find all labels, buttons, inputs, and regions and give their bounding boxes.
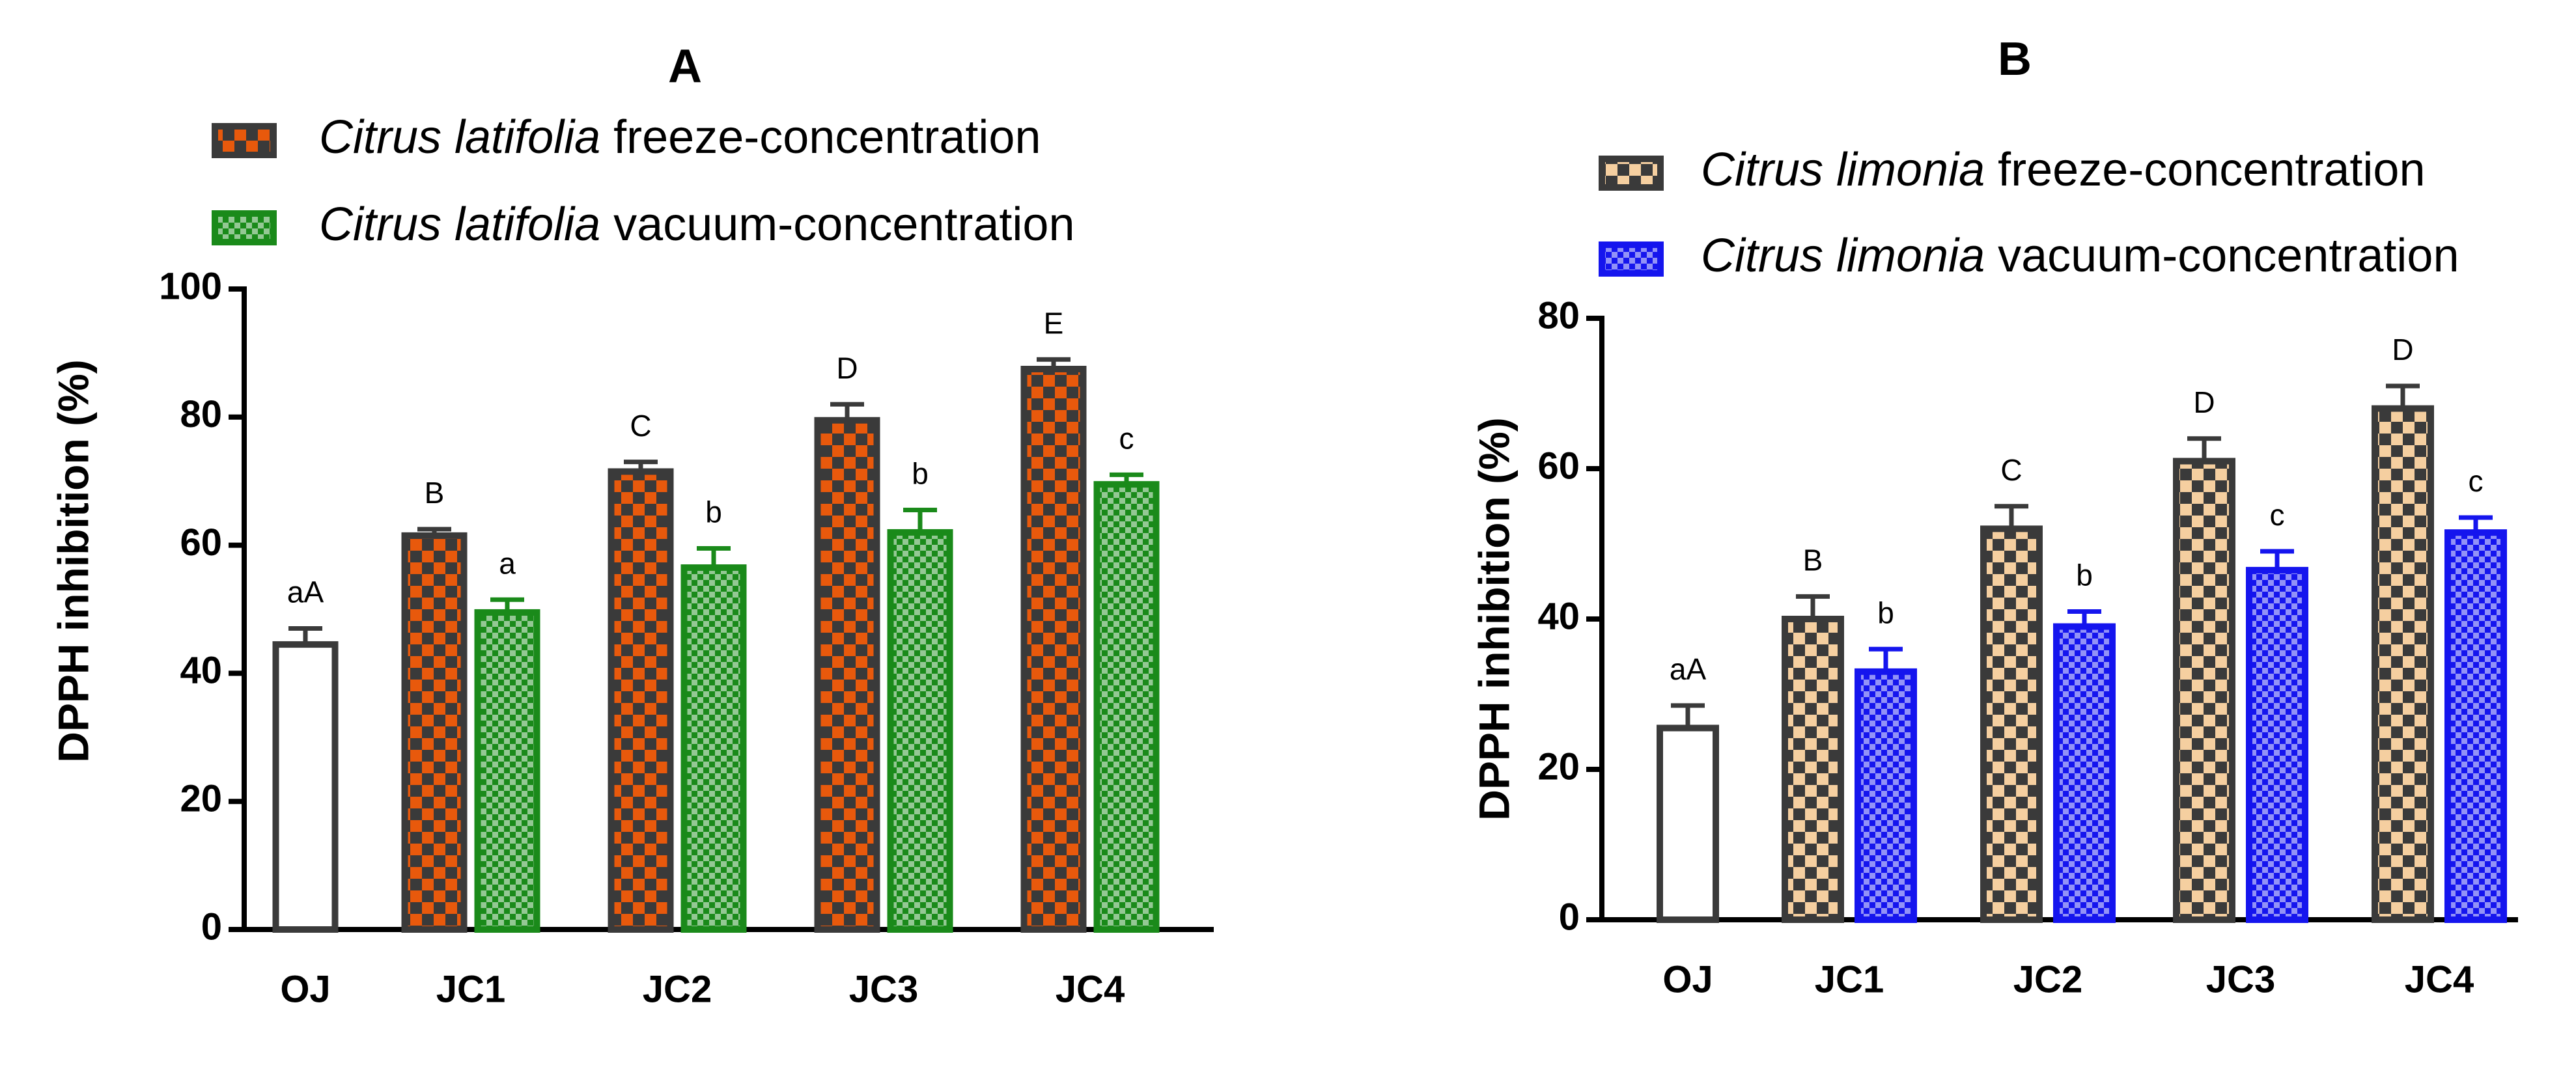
- annotation: E: [1044, 306, 1064, 340]
- y-tick-label: 0: [201, 905, 222, 948]
- annotation: C: [2000, 453, 2022, 487]
- error-bar: [1110, 472, 1143, 485]
- error-bar: [830, 402, 864, 420]
- annotation: B: [1803, 544, 1823, 577]
- bar: [608, 468, 674, 933]
- annotation: aA: [287, 575, 324, 609]
- error-bar: [1037, 357, 1071, 369]
- legend-label: Citrus latifolia freeze-concentration: [319, 111, 1041, 163]
- x-tick-label: JC4: [2405, 958, 2474, 1000]
- error-bar: [417, 527, 451, 536]
- annotation: D: [2392, 333, 2413, 366]
- annotation: b: [2076, 558, 2093, 592]
- x-tick-label: OJ: [1662, 958, 1713, 1000]
- error-bar: [1869, 646, 1903, 672]
- bar: [1093, 481, 1160, 933]
- annotation: c: [2270, 498, 2285, 532]
- error-bar: [2067, 609, 2101, 627]
- bar: [2053, 623, 2116, 923]
- legend-swatch: [212, 123, 277, 158]
- error-bar: [490, 597, 524, 613]
- error-bar: [288, 626, 322, 645]
- bar: [401, 532, 468, 933]
- annotation: b: [1877, 596, 1894, 629]
- bar: [2444, 529, 2507, 923]
- bar: [1657, 724, 1719, 923]
- bar: [2173, 458, 2235, 923]
- error-bar: [1796, 594, 1830, 619]
- x-tick-label: JC1: [436, 968, 505, 1010]
- x-tick-label: JC3: [2206, 958, 2275, 1000]
- legend-label: Citrus latifolia vacuum-concentration: [319, 199, 1075, 251]
- x-tick-label: OJ: [280, 968, 330, 1010]
- bar: [887, 529, 953, 933]
- bar: [680, 564, 747, 933]
- annotation: a: [499, 546, 516, 580]
- error-bar: [2260, 549, 2294, 570]
- bar: [1020, 366, 1087, 933]
- error-bar: [1671, 703, 1705, 728]
- legend-swatch: [212, 210, 277, 245]
- annotation: D: [836, 351, 858, 385]
- annotation: c: [1119, 422, 1134, 456]
- y-tick-label: 60: [180, 521, 222, 564]
- y-axis-label: DPPH inhibition (%): [49, 359, 97, 763]
- error-bar: [624, 460, 658, 472]
- x-tick-label: JC1: [1815, 958, 1884, 1000]
- y-tick-label: 80: [180, 393, 222, 435]
- legend-label: Citrus limonia freeze-concentration: [1701, 144, 2426, 196]
- y-tick-label: 60: [1537, 445, 1580, 487]
- y-tick-label: 20: [180, 778, 222, 820]
- annotation: B: [425, 476, 445, 510]
- y-tick-label: 80: [1537, 294, 1580, 337]
- legend-swatch: [1599, 156, 1664, 191]
- chart-title: B: [1998, 33, 2032, 85]
- annotation: aA: [1670, 652, 1707, 686]
- error-bar: [2187, 436, 2221, 461]
- x-tick-label: JC2: [643, 968, 712, 1010]
- chart-title: A: [668, 40, 702, 92]
- x-tick-label: JC4: [1056, 968, 1125, 1010]
- annotation: c: [2469, 464, 2484, 498]
- error-bar: [2459, 515, 2493, 533]
- y-axis-label: DPPH inhibition (%): [1470, 417, 1518, 821]
- y-tick-label: 40: [180, 650, 222, 692]
- error-bar: [2386, 383, 2420, 409]
- bar: [1782, 616, 1844, 923]
- annotation: D: [2193, 385, 2215, 419]
- bar: [2372, 405, 2434, 923]
- annotation: b: [705, 495, 722, 529]
- error-bar: [903, 507, 937, 532]
- bar: [2246, 566, 2308, 923]
- legend-label: Citrus limonia vacuum-concentration: [1701, 230, 2459, 282]
- bar: [1980, 525, 2043, 923]
- bar: [474, 609, 540, 933]
- y-tick-label: 20: [1537, 745, 1580, 788]
- x-tick-label: JC2: [2013, 958, 2082, 1000]
- x-tick-label: JC3: [849, 968, 918, 1010]
- annotation: C: [630, 409, 651, 443]
- bar: [814, 417, 880, 933]
- y-tick-label: 100: [159, 265, 222, 307]
- bar: [272, 641, 339, 933]
- error-bar: [697, 546, 731, 568]
- y-tick-label: 40: [1537, 595, 1580, 637]
- bar: [1855, 668, 1917, 923]
- legend-swatch: [1599, 241, 1664, 277]
- error-bar: [1995, 504, 2028, 529]
- annotation: b: [912, 457, 929, 491]
- y-tick-label: 0: [1559, 896, 1580, 938]
